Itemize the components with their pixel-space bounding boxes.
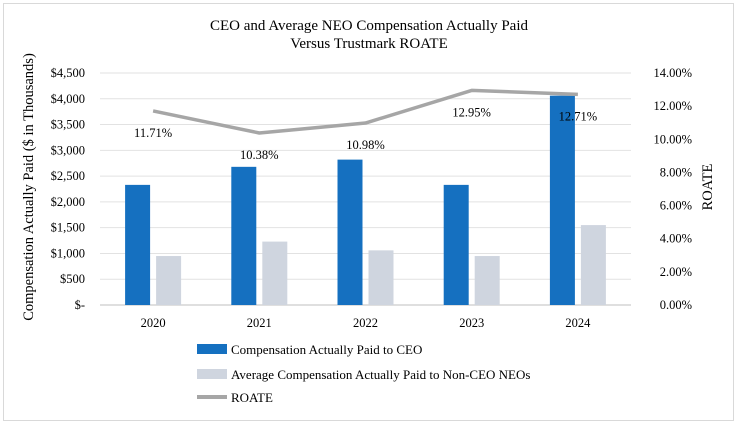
- y2-tick-label: 14.00%: [653, 66, 692, 80]
- x-tick-label: 2024: [565, 316, 591, 330]
- gridlines: [100, 72, 631, 306]
- roate-line: [152, 88, 578, 135]
- y2-tick-label: 2.00%: [660, 265, 692, 279]
- y2-tick-label: 0.00%: [660, 298, 692, 312]
- y-tick-label: $4,000: [51, 92, 85, 106]
- legend-label-roate: ROATE: [231, 390, 273, 405]
- x-tick-label: 2023: [459, 316, 484, 330]
- legend-label-neo: Average Compensation Actually Paid to No…: [231, 367, 530, 382]
- y2-tick-label: 4.00%: [660, 232, 692, 246]
- y-tick-label: $500: [60, 272, 85, 286]
- bar-ceo: [443, 184, 469, 305]
- y2-tick-label: 8.00%: [660, 165, 692, 179]
- y-axis-title: Compensation Actually Paid ($ in Thousan…: [21, 53, 37, 321]
- bars: [125, 95, 606, 305]
- legend-swatch-neo: [197, 369, 227, 379]
- bar-ceo: [549, 95, 575, 305]
- y2-tick-label: 6.00%: [660, 199, 692, 213]
- chart-title-line-2: Versus Trustmark ROATE: [290, 36, 448, 52]
- y-tick-label: $2,500: [51, 169, 85, 183]
- roate-data-label: 12.95%: [452, 105, 491, 119]
- legend-swatch-ceo: [197, 344, 227, 354]
- bar-neo: [474, 256, 500, 305]
- y-tick-label: $1,000: [51, 246, 85, 260]
- y-tick-label: $2,000: [51, 195, 85, 209]
- y-tick-label: $4,500: [51, 66, 85, 80]
- bar-neo: [156, 256, 182, 305]
- bar-ceo: [231, 166, 257, 305]
- roate-data-label: 11.71%: [134, 126, 172, 140]
- legend-label-ceo: Compensation Actually Paid to CEO: [231, 342, 422, 357]
- legend: Compensation Actually Paid to CEO Averag…: [197, 342, 530, 405]
- roate-data-label: 10.38%: [240, 148, 279, 162]
- y-tick-label: $1,500: [51, 221, 85, 235]
- y-tick-label: $-: [75, 298, 85, 312]
- y2-tick-label: 10.00%: [653, 132, 692, 146]
- y2-tick-label: 12.00%: [653, 99, 692, 113]
- data-labels: 11.71% 10.38% 10.98% 12.95% 12.71%: [134, 105, 597, 162]
- x-tick-label: 2022: [353, 316, 378, 330]
- axis-ticks: $- $500 $1,000 $1,500 $2,000 $2,500 $3,000 $3,5…: [51, 66, 692, 330]
- roate-line-layer: [152, 88, 578, 135]
- x-tick-label: 2020: [141, 316, 166, 330]
- roate-data-label: 12.71%: [559, 109, 598, 123]
- bar-neo: [262, 241, 288, 305]
- bar-ceo: [337, 159, 363, 305]
- bar-ceo: [125, 184, 151, 305]
- bar-neo: [580, 225, 606, 305]
- chart-title-line-1: CEO and Average NEO Compensation Actuall…: [210, 18, 528, 34]
- roate-data-label: 10.98%: [346, 138, 385, 152]
- y2-axis-title: ROATE: [700, 164, 716, 211]
- y-tick-label: $3,500: [51, 118, 85, 132]
- y-tick-label: $3,000: [51, 143, 85, 157]
- x-tick-label: 2021: [247, 316, 272, 330]
- bar-neo: [368, 250, 394, 305]
